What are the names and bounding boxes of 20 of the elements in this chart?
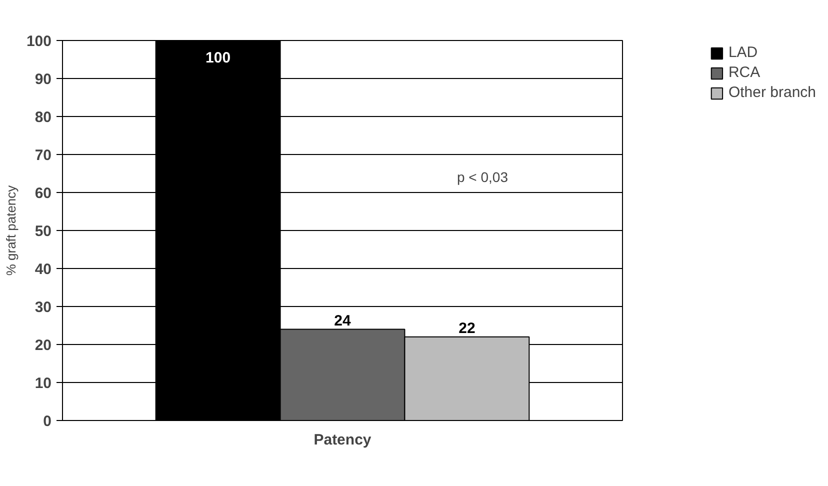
y-tick-label: 100 — [26, 33, 52, 50]
y-axis-title: % graft patency — [3, 184, 18, 276]
y-tick-label: 20 — [34, 337, 52, 354]
legend-label: LAD — [728, 44, 758, 61]
y-tick-label: 90 — [34, 71, 52, 88]
data-label: 100 — [206, 50, 231, 66]
data-label: 24 — [334, 312, 352, 330]
y-tick-label: 60 — [34, 185, 52, 202]
y-tick-label: 50 — [34, 223, 52, 240]
y-tick-label: 10 — [34, 375, 52, 392]
data-label: 22 — [458, 320, 476, 337]
legend-label: RCA — [728, 64, 760, 81]
annotation: p < 0,03 — [457, 168, 508, 185]
legend-label: Other branch — [728, 84, 816, 101]
y-tick-label: 80 — [34, 109, 52, 126]
y-tick-label: 70 — [34, 147, 52, 164]
x-tick-label: Patency — [314, 432, 372, 448]
y-tick-label: 40 — [34, 261, 52, 278]
y-tick-label: 30 — [34, 299, 52, 316]
y-tick-label: 0 — [43, 413, 52, 430]
